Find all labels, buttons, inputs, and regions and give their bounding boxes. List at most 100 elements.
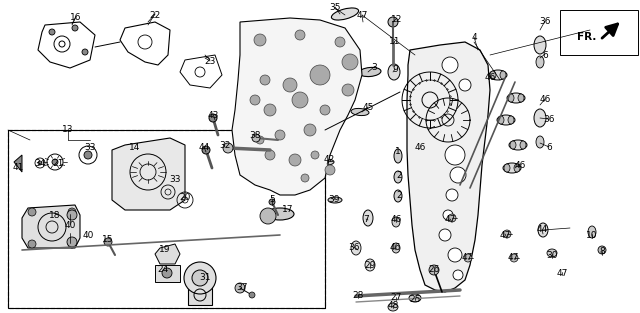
Circle shape xyxy=(443,210,453,220)
Polygon shape xyxy=(112,138,185,210)
Polygon shape xyxy=(22,205,80,248)
Circle shape xyxy=(28,208,36,216)
Ellipse shape xyxy=(508,94,514,102)
Text: 7: 7 xyxy=(363,215,369,224)
Circle shape xyxy=(162,268,172,278)
Ellipse shape xyxy=(534,109,546,127)
Text: 40: 40 xyxy=(64,220,76,229)
Ellipse shape xyxy=(359,67,381,77)
Ellipse shape xyxy=(392,243,400,253)
Circle shape xyxy=(256,136,264,144)
Text: 5: 5 xyxy=(269,196,275,204)
Text: 47: 47 xyxy=(444,215,456,224)
Circle shape xyxy=(265,150,275,160)
Circle shape xyxy=(84,151,92,159)
Circle shape xyxy=(446,189,458,201)
Text: 46: 46 xyxy=(515,161,525,170)
Circle shape xyxy=(184,262,216,294)
Text: 10: 10 xyxy=(586,230,598,239)
Ellipse shape xyxy=(332,8,358,20)
Ellipse shape xyxy=(536,136,544,148)
Ellipse shape xyxy=(500,71,506,79)
Circle shape xyxy=(442,57,458,73)
Text: 28: 28 xyxy=(352,290,364,300)
Text: 43: 43 xyxy=(207,110,219,120)
Ellipse shape xyxy=(534,36,546,54)
Text: 46: 46 xyxy=(390,215,402,224)
Circle shape xyxy=(72,25,78,31)
Ellipse shape xyxy=(388,303,398,311)
Text: 47: 47 xyxy=(508,254,518,263)
Circle shape xyxy=(254,34,266,46)
Circle shape xyxy=(67,210,77,220)
Circle shape xyxy=(250,95,260,105)
Text: 34: 34 xyxy=(35,158,45,167)
Circle shape xyxy=(448,248,462,262)
Polygon shape xyxy=(155,265,180,282)
Ellipse shape xyxy=(320,159,334,165)
Text: 46: 46 xyxy=(484,74,496,83)
Text: 36: 36 xyxy=(348,244,360,253)
Circle shape xyxy=(448,214,456,222)
Ellipse shape xyxy=(394,171,402,183)
Circle shape xyxy=(223,143,233,153)
Text: 13: 13 xyxy=(62,126,74,135)
Ellipse shape xyxy=(538,223,548,237)
Text: 42: 42 xyxy=(323,156,335,165)
Polygon shape xyxy=(188,285,212,305)
Text: 30: 30 xyxy=(547,250,557,259)
Circle shape xyxy=(59,41,65,47)
Text: 21: 21 xyxy=(52,158,64,167)
Text: 29: 29 xyxy=(364,260,376,269)
Circle shape xyxy=(310,65,330,85)
Text: 26: 26 xyxy=(428,265,440,275)
Text: 15: 15 xyxy=(102,235,114,244)
Text: 32: 32 xyxy=(220,141,230,150)
Text: 3: 3 xyxy=(371,64,377,73)
Ellipse shape xyxy=(497,115,515,125)
Polygon shape xyxy=(407,42,490,292)
Circle shape xyxy=(260,208,276,224)
Ellipse shape xyxy=(520,141,526,149)
Ellipse shape xyxy=(394,190,402,202)
Circle shape xyxy=(510,254,518,262)
Ellipse shape xyxy=(365,259,375,271)
Text: 17: 17 xyxy=(282,206,294,214)
Text: 37: 37 xyxy=(236,284,248,293)
Circle shape xyxy=(503,230,511,238)
Text: 22: 22 xyxy=(149,11,161,19)
Ellipse shape xyxy=(518,94,524,102)
Circle shape xyxy=(275,130,285,140)
Circle shape xyxy=(320,105,330,115)
Text: 45: 45 xyxy=(362,104,374,112)
Ellipse shape xyxy=(514,164,520,172)
Text: 36: 36 xyxy=(543,115,555,125)
Text: 48: 48 xyxy=(387,301,399,310)
Ellipse shape xyxy=(266,208,294,220)
Text: 47: 47 xyxy=(461,254,473,263)
Circle shape xyxy=(304,124,316,136)
Text: 25: 25 xyxy=(410,295,420,304)
Circle shape xyxy=(209,114,217,122)
Text: 16: 16 xyxy=(70,13,82,23)
Ellipse shape xyxy=(489,70,507,80)
Circle shape xyxy=(292,92,308,108)
Text: 12: 12 xyxy=(391,14,403,23)
Circle shape xyxy=(335,37,345,47)
Ellipse shape xyxy=(547,249,557,257)
Circle shape xyxy=(68,240,76,248)
Text: 8: 8 xyxy=(599,248,605,256)
Ellipse shape xyxy=(388,64,400,80)
Circle shape xyxy=(450,167,466,183)
Ellipse shape xyxy=(504,164,510,172)
Circle shape xyxy=(289,154,301,166)
Ellipse shape xyxy=(498,116,504,124)
Circle shape xyxy=(104,238,112,246)
Polygon shape xyxy=(232,18,362,195)
Circle shape xyxy=(260,75,270,85)
Text: 46: 46 xyxy=(414,143,426,152)
Text: 47: 47 xyxy=(356,12,368,20)
Polygon shape xyxy=(155,244,180,264)
Text: 6: 6 xyxy=(542,50,548,59)
Text: 20: 20 xyxy=(179,193,191,203)
